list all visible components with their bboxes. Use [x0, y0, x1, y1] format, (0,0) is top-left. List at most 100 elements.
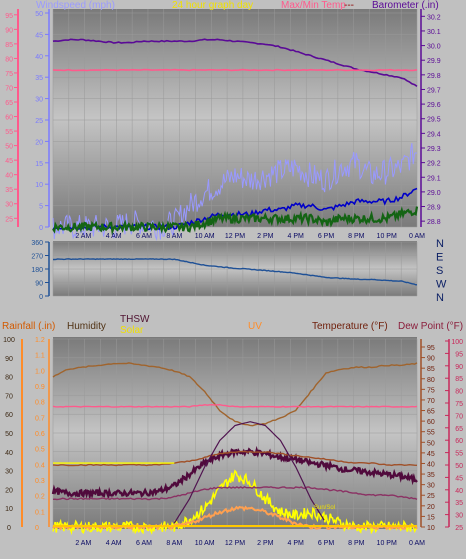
rainfall-axis-tick-label: 0 [35, 525, 39, 532]
bottom-time-tick-label: 4 PM [287, 540, 304, 547]
maxmin-label: Max/Min Temp [281, 0, 346, 11]
bottom-series-thsw [51, 445, 418, 501]
bottom-time-tick-label: 4 AM [106, 540, 122, 547]
pink-axis-tick-label: 45 [5, 158, 13, 165]
top-series-wind-low [52, 205, 419, 236]
pink-axis-tick-label: 50 [5, 144, 13, 151]
wind-axis-tick-label: 10 [35, 182, 43, 189]
wd-axis-tick-label: 360 [31, 240, 43, 247]
barometer-axis-tick-label: 29.4 [427, 131, 441, 138]
wd-axis-tick-label: 180 [31, 267, 43, 274]
temperature-axis-tick-label: 80 [427, 377, 435, 384]
pink-axis-tick-label: 25 [5, 216, 13, 223]
dew-point-axis-tick-label: 25 [455, 525, 463, 532]
dew-point-axis-tick-label: 55 [455, 451, 463, 458]
rainfall-axis-tick-label: 1.1 [35, 353, 45, 360]
wd-axis-tick-label: 270 [31, 254, 43, 261]
temperature-axis-tick-label: 30 [427, 483, 435, 490]
dew-point-axis-tick-label: 60 [455, 438, 463, 445]
top-time-tick-label: 2 PM [257, 233, 274, 240]
uv-label: UV [248, 321, 262, 332]
top-panel: 25 30 35 40 45 50 55 60 65 70 75 80 85 90 95 0 5 10 15 20 25… [5, 9, 441, 242]
bottom-series-max-min-temp [52, 403, 418, 408]
bottom-time-tick-label: 2 PM [257, 540, 274, 547]
top-time-tick-label: 10 PM [377, 233, 397, 240]
bottom-time-tick-label: 6 AM [136, 540, 152, 547]
top-time-tick-label: 4 PM [287, 233, 304, 240]
wind-axis-tick-label: 30 [35, 97, 43, 104]
rainfall-axis-tick-label: 0.1 [35, 509, 45, 516]
barometer-axis-tick-label: 28.9 [427, 205, 441, 212]
dew-point-axis-tick-label: 95 [455, 351, 463, 358]
barometer-axis-tick-label: 30.1 [427, 29, 441, 36]
temperature-axis-tick-label: 95 [427, 345, 435, 352]
dew-point-axis-tick-label: 100 [451, 339, 463, 346]
pink-axis-tick-label: 60 [5, 115, 13, 122]
solar-label: Solar [120, 325, 144, 336]
bottom-time-tick-label: 10 AM [195, 540, 215, 547]
top-time-tick-label: 4 AM [106, 233, 122, 240]
compass-tick-label: E [436, 252, 443, 264]
compass-tick-label: S [436, 265, 443, 277]
humidity-axis-tick-label: 60 [5, 412, 13, 419]
dew-point-axis-tick-label: 35 [455, 500, 463, 507]
bottom-time-tick-label: 10 PM [377, 540, 397, 547]
rainfall-axis-tick-label: 0.2 [35, 494, 45, 501]
rainfall-axis-tick-label: 0.7 [35, 415, 45, 422]
temperature-axis-tick-label: 10 [427, 525, 435, 532]
top-time-tick-label: 6 PM [318, 233, 335, 240]
dew-point-label: Dew Point (°F) [398, 321, 463, 332]
top-time-tick-label: 8 PM [348, 233, 365, 240]
humidity-axis-tick-label: 40 [5, 450, 13, 457]
barometer-axis-tick-label: 29.8 [427, 73, 441, 80]
dew-point-axis-tick-label: 75 [455, 401, 463, 408]
barometer-axis-tick-label: 29.7 [427, 87, 441, 94]
wind-axis-tick-label: 50 [35, 11, 43, 18]
thsw-label: THSW [120, 314, 150, 325]
temperature-axis-tick-label: 60 [427, 419, 435, 426]
wd-axis-tick-label: 0 [39, 294, 43, 301]
top-panel-background [53, 9, 417, 227]
bottom-panel: 0 10 20 30 40 50 60 70 80 90 100 0 0.1 0.2 0.3 0.4 0.5 0.… [3, 337, 463, 547]
top-time-tick-label: 6 AM [136, 233, 152, 240]
wd-axis-tick-label: 90 [35, 281, 43, 288]
bottom-series-humidity [52, 362, 418, 427]
dew-point-axis-tick-label: 40 [455, 488, 463, 495]
bottom-time-tick-label: 2 AM [75, 540, 91, 547]
wind-axis-tick-label: 20 [35, 139, 43, 146]
temperature-axis-tick-label: 75 [427, 387, 435, 394]
rainfall-label: Rainfall (.in) [2, 321, 55, 332]
temperature-axis-tick-label: 90 [427, 356, 435, 363]
dew-point-axis-tick-label: 85 [455, 376, 463, 383]
dew-point-axis-tick-label: 50 [455, 463, 463, 470]
temperature-axis-tick-label: 70 [427, 398, 435, 405]
barometer-axis-tick-label: 29.3 [427, 146, 441, 153]
barometer-axis-tick-label: 29.1 [427, 175, 441, 182]
barometer-axis-tick-label: 29.2 [427, 161, 441, 168]
pink-axis-tick-label: 65 [5, 100, 13, 107]
humidity-axis-tick-label: 50 [5, 431, 13, 438]
humidity-axis-tick-label: 70 [5, 393, 13, 400]
top-series-barometer [52, 38, 418, 87]
windspeed-label: Windspeed (mph) [36, 0, 115, 11]
top-time-tick-label: 12 PM [225, 233, 245, 240]
top-time-tick-label: 0 AM [409, 233, 425, 240]
bottom-series-temperature [52, 450, 418, 467]
sun-annotation: Sun/Sol [314, 505, 335, 511]
rainfall-axis-tick-label: 0.4 [35, 462, 45, 469]
barometer-axis-tick-label: 29.6 [427, 102, 441, 109]
rainfall-axis-tick-label: 1.0 [35, 368, 45, 375]
top-time-tick-label: 8 AM [166, 233, 182, 240]
humidity-axis-tick-label: 20 [5, 487, 13, 494]
barometer-axis-tick-label: 29.0 [427, 190, 441, 197]
wind-axis-tick-label: 45 [35, 32, 43, 39]
dew-point-axis-tick-label: 70 [455, 413, 463, 420]
humidity-axis-tick-label: 80 [5, 375, 13, 382]
rainfall-axis-tick-label: 0.5 [35, 447, 45, 454]
pink-axis-tick-label: 55 [5, 129, 13, 136]
compass-tick-label: W [436, 279, 447, 291]
wind-axis-tick-label: 5 [39, 204, 43, 211]
wind-axis-tick-label: 25 [35, 118, 43, 125]
